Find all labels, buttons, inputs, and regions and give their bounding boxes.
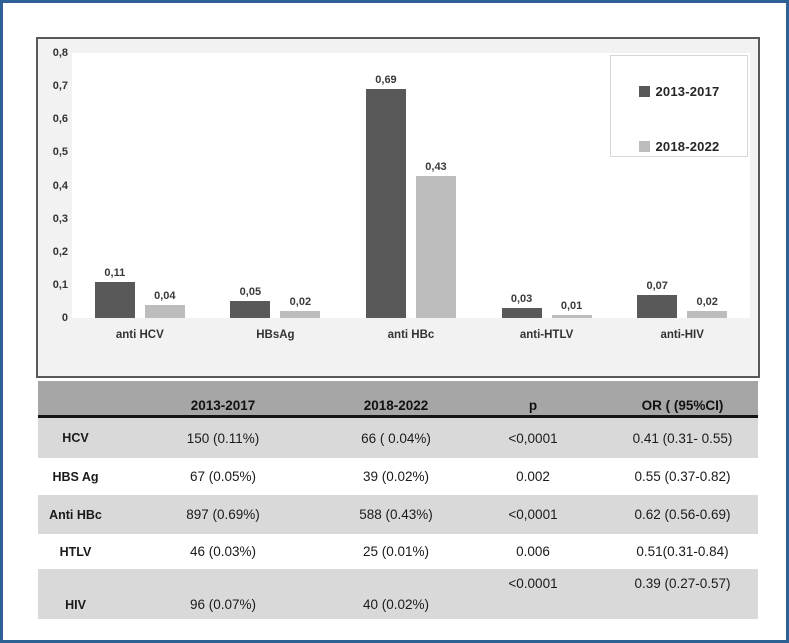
bar-group: 0,69 0,43 bbox=[343, 53, 479, 318]
header-cell-or: OR ( (95%CI) bbox=[641, 398, 724, 413]
cell-p: <0,0001 bbox=[508, 430, 558, 446]
bar-2013-2017 bbox=[94, 282, 135, 318]
row-label: HTLV bbox=[59, 544, 92, 559]
cell-p: 0.002 bbox=[516, 469, 550, 484]
legend-item: 2018-2022 bbox=[638, 139, 720, 154]
bar-with-label: 0,04 bbox=[144, 290, 185, 318]
bar-2018-2022 bbox=[415, 176, 456, 318]
row-label: HIV bbox=[65, 598, 86, 612]
chart-legend: 2013-2017 2018-2022 bbox=[610, 55, 748, 157]
legend-swatch-icon bbox=[638, 141, 650, 152]
bar-2018-2022 bbox=[144, 305, 185, 318]
bar-2013-2017 bbox=[637, 295, 678, 318]
cell-or: 0.51(0.31-0.84) bbox=[636, 544, 729, 559]
bar-with-label: 0,02 bbox=[687, 296, 728, 318]
bar-2018-2022 bbox=[280, 311, 321, 318]
bar-with-label: 0,43 bbox=[415, 161, 456, 318]
bar-value-label: 0,11 bbox=[104, 267, 126, 279]
bar-group: 0,11 0,04 bbox=[72, 53, 208, 318]
cell-period1: 897 (0.69%) bbox=[186, 507, 260, 522]
cell-period1: 96 (0.07%) bbox=[189, 597, 257, 612]
bar-value-label: 0,02 bbox=[289, 296, 312, 308]
header-cell-empty bbox=[38, 381, 113, 415]
y-axis-tick-label: 0,1 bbox=[52, 278, 68, 291]
table-row-hcv: HCV 150 (0.11%) 66 ( 0.04%) <0,0001 0.41 (0.… bbox=[38, 418, 758, 458]
bar-with-label: 0,03 bbox=[501, 293, 542, 318]
y-axis-tick-label: 0 bbox=[61, 312, 68, 324]
cell-period1: 150 (0.11%) bbox=[186, 430, 260, 446]
bar-value-label: 0,03 bbox=[510, 293, 533, 305]
cell-period2: 66 ( 0.04%) bbox=[361, 430, 431, 446]
table-row-anti-hbc: Anti HBc 897 (0.69%) 588 (0.43%) <0,0001 0.6… bbox=[38, 495, 758, 534]
cell-period1: 67 (0.05%) bbox=[189, 469, 257, 484]
y-axis-tick-label: 0,8 bbox=[52, 47, 68, 59]
table-row-hbs-ag: HBS Ag 67 (0.05%) 39 (0.02%) 0.002 0.55 (0.3… bbox=[38, 458, 758, 495]
bar-value-label: 0,02 bbox=[696, 296, 718, 308]
bar-with-label: 0,69 bbox=[365, 74, 406, 318]
row-label: HCV bbox=[62, 431, 89, 445]
row-label: Anti HBc bbox=[49, 507, 102, 522]
cell-or: 0.62 (0.56-0.69) bbox=[634, 507, 731, 522]
legend-label: 2013-2017 bbox=[655, 84, 720, 99]
cell-period2: 25 (0.01%) bbox=[362, 544, 430, 559]
bar-chart-figure: 0,8 0,7 0,6 0,5 0,4 0,3 0,2 0,1 0 0,11 0,04 0,05 0,… bbox=[36, 37, 760, 378]
bar-2018-2022 bbox=[551, 315, 592, 318]
bar-with-label: 0,07 bbox=[637, 280, 678, 318]
bar-2013-2017 bbox=[230, 301, 271, 318]
legend-item: 2013-2017 bbox=[638, 84, 720, 99]
header-cell-period2: 2018-2022 bbox=[363, 398, 429, 413]
table-row-htlv: HTLV 46 (0.03%) 25 (0.01%) 0.006 0.51(0.31-0… bbox=[38, 534, 758, 569]
bar-with-label: 0,05 bbox=[230, 286, 271, 318]
cell-period2: 39 (0.02%) bbox=[362, 469, 430, 484]
bar-value-label: 0,43 bbox=[425, 161, 447, 173]
cell-period2: 40 (0.02%) bbox=[362, 597, 430, 612]
bar-group: 0,07 0,02 bbox=[614, 53, 750, 318]
bar-value-label: 0,69 bbox=[375, 74, 397, 86]
row-label: HBS Ag bbox=[52, 469, 99, 484]
bar-group: 0,05 0,02 bbox=[208, 53, 344, 318]
bar-value-label: 0,07 bbox=[646, 280, 668, 292]
legend-label: 2018-2022 bbox=[655, 139, 720, 154]
bar-with-label: 0,02 bbox=[280, 296, 321, 318]
header-cell-p: p bbox=[528, 398, 538, 413]
bar-value-label: 0,01 bbox=[560, 300, 583, 312]
cell-period2: 588 (0.43%) bbox=[359, 507, 433, 522]
category-label: anti-HTLV bbox=[519, 329, 574, 341]
table-header-row: 2013-2017 2018-2022 p OR ( (95%CI) bbox=[38, 381, 758, 418]
table-body: HCV 150 (0.11%) 66 ( 0.04%) <0,0001 0.41 (0.… bbox=[38, 418, 758, 619]
y-axis-tick-label: 0,3 bbox=[52, 212, 68, 225]
bar-2013-2017 bbox=[501, 308, 542, 318]
bar-group: 0,03 0,01 bbox=[479, 53, 615, 318]
header-cell-period1: 2013-2017 bbox=[190, 398, 256, 413]
cell-or: 0.41 (0.31- 0.55) bbox=[632, 430, 733, 446]
bar-2013-2017 bbox=[365, 89, 406, 318]
bar-value-label: 0,04 bbox=[154, 290, 176, 302]
bar-with-label: 0,11 bbox=[94, 267, 135, 318]
y-axis-tick-label: 0,5 bbox=[52, 146, 68, 159]
cell-or: 0.39 (0.27-0.57) bbox=[634, 576, 731, 591]
category-label: anti HCV bbox=[115, 329, 164, 341]
cell-p: <0.0001 bbox=[508, 576, 558, 591]
category-label: anti HBc bbox=[387, 329, 435, 341]
x-axis-category-labels: anti HCV HBsAg anti HBc anti-HTLV anti-HIV bbox=[72, 318, 750, 362]
bar-2018-2022 bbox=[687, 311, 728, 318]
cell-p: <0,0001 bbox=[508, 507, 558, 522]
bar-with-label: 0,01 bbox=[551, 300, 592, 318]
cell-or: 0.55 (0.37-0.82) bbox=[634, 469, 731, 484]
bar-value-label: 0,05 bbox=[239, 286, 262, 298]
y-axis-tick-label: 0,6 bbox=[52, 113, 68, 126]
y-axis-tick-label: 0,7 bbox=[52, 80, 68, 93]
category-label: HBsAg bbox=[256, 329, 295, 341]
cell-p: 0.006 bbox=[516, 544, 550, 559]
table-row-hiv: HIV 96 (0.07%) 40 (0.02%) <0.0001 0.39 (0.27… bbox=[38, 569, 758, 619]
y-axis-tick-label: 0,2 bbox=[52, 245, 68, 258]
bar-groups: 0,11 0,04 0,05 0,02 0,69 0,43 0,03 0,01 0,07 0,02 bbox=[72, 53, 750, 318]
y-axis-tick-label: 0,4 bbox=[52, 179, 68, 192]
category-label: anti-HIV bbox=[660, 329, 704, 341]
results-table: 2013-2017 2018-2022 p OR ( (95%CI) HCV 15… bbox=[38, 381, 758, 619]
cell-period1: 46 (0.03%) bbox=[189, 544, 257, 559]
legend-swatch-icon bbox=[638, 86, 650, 97]
